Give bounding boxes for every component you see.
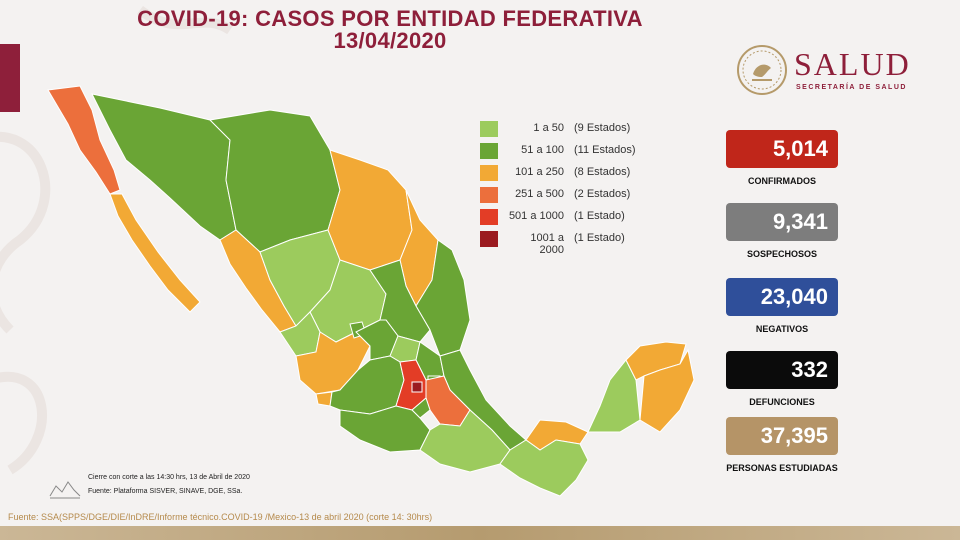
- state-chiapas: [499, 439, 589, 497]
- stat-confirmados: 5,014 CONFIRMADOS: [726, 130, 838, 187]
- legend-item: 101 a 250 (8 Estados): [480, 162, 670, 184]
- legend-count: (8 Estados): [574, 166, 631, 178]
- stat-value: 5,014: [726, 130, 838, 168]
- legend-count: (1 Estado): [574, 232, 625, 244]
- state-ciudad-de-mexico: [411, 381, 423, 393]
- map-legend: 1 a 50 (9 Estados) 51 a 100 (11 Estados)…: [480, 118, 670, 256]
- brand-side-bar: [0, 44, 20, 112]
- stat-label: SOSPECHOSOS: [746, 249, 818, 259]
- legend-item: 51 a 100 (11 Estados): [480, 140, 670, 162]
- logo-subtitle: SECRETARÍA DE SALUD: [796, 84, 907, 91]
- logo-word: SALUD: [794, 46, 911, 82]
- state-quintana-roo: [639, 348, 695, 433]
- stat-personas-estudiadas: 37,395 PERSONAS ESTUDIADAS: [726, 417, 838, 474]
- state-sonora: [91, 93, 237, 241]
- stat-defunciones: 332 DEFUNCIONES: [726, 351, 838, 408]
- legend-count: (9 Estados): [574, 122, 631, 134]
- legend-swatch: [480, 143, 498, 159]
- legend-item: 251 a 500 (2 Estados): [480, 184, 670, 206]
- legend-swatch: [480, 209, 498, 225]
- page-date: 13/04/2020: [333, 28, 447, 53]
- salud-logo: SALUD SECRETARÍA DE SALUD: [736, 44, 936, 100]
- stat-label: NEGATIVOS: [755, 324, 809, 334]
- legend-range: 51 a 100: [521, 144, 564, 156]
- stat-value: 37,395: [726, 417, 838, 455]
- legend-range: 1 a 50: [533, 122, 564, 134]
- stat-value: 332: [726, 351, 838, 389]
- legend-swatch: [480, 165, 498, 181]
- legend-item: 1001 a 2000 (1 Estado): [480, 228, 670, 256]
- stat-label: CONFIRMADOS: [748, 176, 816, 186]
- legend-swatch: [480, 231, 498, 247]
- mini-map-icon: [49, 481, 81, 499]
- legend-range: 101 a 250: [515, 166, 564, 178]
- legend-swatch: [480, 121, 498, 137]
- state-baja-california-sur: [109, 193, 201, 313]
- legend-item: 1 a 50 (9 Estados): [480, 118, 670, 140]
- stat-value: 23,040: [726, 278, 838, 316]
- footnote-cutoff: Cierre con corte a las 14:30 hrs, 13 de …: [88, 474, 250, 481]
- mexico-map: [47, 85, 695, 497]
- state-coahuila: [327, 149, 413, 271]
- legend-range: 1001 a 2000: [530, 232, 564, 256]
- state-baja-california: [47, 85, 121, 195]
- source-caption: Fuente: SSA(SPPS/DGE/DIE/InDRE/Informe t…: [8, 512, 433, 522]
- legend-swatch: [480, 187, 498, 203]
- legend-range: 251 a 500: [515, 188, 564, 200]
- stat-label: DEFUNCIONES: [749, 397, 815, 407]
- legend-count: (11 Estados): [574, 144, 636, 156]
- page-title: COVID-19: CASOS POR ENTIDAD FEDERATIVA: [137, 6, 643, 31]
- legend-item: 501 a 1000 (1 Estado): [480, 206, 670, 228]
- legend-count: (2 Estados): [574, 188, 631, 200]
- footnote-source: Fuente: Plataforma SISVER, SINAVE, DGE, …: [88, 488, 243, 495]
- stat-negativos: 23,040 NEGATIVOS: [726, 278, 838, 335]
- national-seal-icon: [737, 45, 787, 95]
- state-colima: [315, 391, 333, 407]
- stat-label: PERSONAS ESTUDIADAS: [726, 463, 838, 473]
- legend-range: 501 a 1000: [508, 210, 564, 222]
- bottom-band: [0, 526, 960, 540]
- stat-value: 9,341: [726, 203, 838, 241]
- stat-sospechosos: 9,341 SOSPECHOSOS: [726, 203, 838, 260]
- legend-count: (1 Estado): [574, 210, 625, 222]
